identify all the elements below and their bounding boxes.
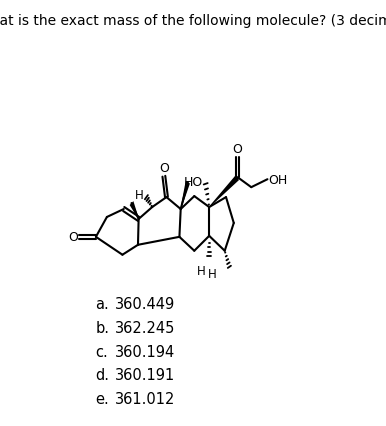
Text: d.: d. [95,368,109,383]
Text: c.: c. [95,344,108,359]
Text: H: H [207,267,216,280]
Polygon shape [130,201,139,220]
Text: a.: a. [95,296,109,311]
Text: e.: e. [95,391,109,406]
Text: 360.191: 360.191 [115,368,175,383]
Text: 360.194: 360.194 [115,344,175,359]
Text: H: H [197,265,206,277]
Text: HO: HO [184,175,203,188]
Polygon shape [209,175,239,208]
Text: O: O [159,162,169,175]
Text: What is the exact mass of the following molecule? (3 decimal): What is the exact mass of the following … [0,14,386,28]
Polygon shape [180,181,190,210]
Text: 362.245: 362.245 [115,320,175,335]
Text: b.: b. [95,320,109,335]
Text: O: O [233,143,243,156]
Text: 360.449: 360.449 [115,296,175,311]
Text: O: O [68,231,78,244]
Text: 361.012: 361.012 [115,391,175,406]
Text: H: H [134,188,143,201]
Text: OH: OH [269,173,288,186]
